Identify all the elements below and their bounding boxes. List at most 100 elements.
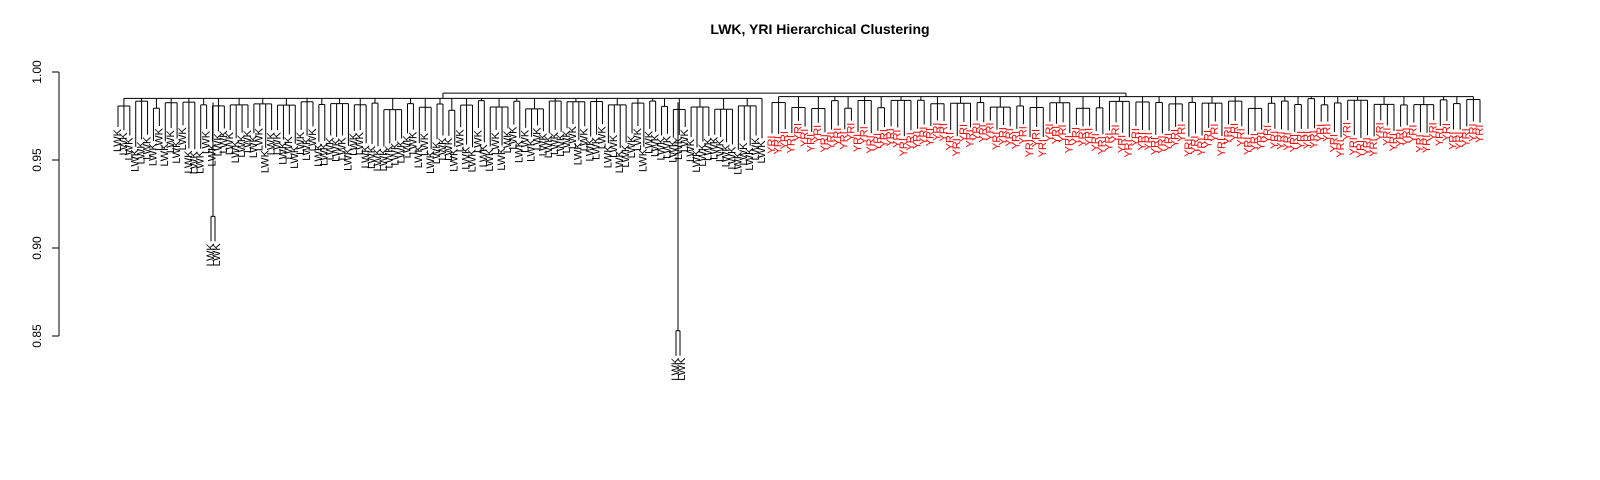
leaf-label-yri: YRI <box>1381 128 1393 146</box>
leaf-label-lwk: LWK <box>632 127 644 151</box>
leaf-label-yri: YRI <box>786 135 798 153</box>
leaf-label-lwk: LWK <box>502 130 514 154</box>
leaf-label-yri: YRI <box>898 138 910 156</box>
leaf-label-lwk: LWK <box>573 142 585 166</box>
leaf-label-lwk: LWK <box>195 150 207 174</box>
leaf-label-yri: YRI <box>1084 128 1096 146</box>
leaf-label-yri: YRI <box>1269 131 1281 149</box>
leaf-label-lwk: LWK <box>348 132 360 156</box>
leaf-label-yri: YRI <box>945 132 957 150</box>
leaf-label-yri: YRI <box>951 138 963 156</box>
leaf-label-lwk: LWK <box>715 138 727 162</box>
leaf-label-yri: YRI <box>1123 139 1135 157</box>
leaf-label-lwk: LWK <box>183 150 195 174</box>
leaf-label-yri: YRI <box>958 124 970 142</box>
leaf-label-lwk: LWK <box>136 141 148 165</box>
chart-title: LWK, YRI Hierarchical Clustering <box>710 21 929 37</box>
leaf-label-yri: YRI <box>1143 132 1155 150</box>
leaf-label-lwk: LWK <box>608 134 620 158</box>
leaf-label-yri: YRI <box>1017 126 1029 144</box>
leaf-label-lwk: LWK <box>472 129 484 153</box>
leaf-label-lwk: LWK <box>531 127 543 151</box>
leaf-label-lwk: LWK <box>171 140 183 164</box>
leaf-label-lwk: LWK <box>307 128 319 152</box>
leaf-label-yri: YRI <box>1209 124 1221 142</box>
leaf-label-lwk: LWK <box>236 134 248 158</box>
leaf-label-yri: YRI <box>1156 135 1168 153</box>
leaf-label-yri: YRI <box>1428 122 1440 140</box>
leaf-label-lwk: LWK <box>525 138 537 162</box>
leaf-label-lwk: LWK <box>697 143 709 167</box>
leaf-label-lwk: LWK <box>478 144 490 168</box>
dendrogram-tree <box>117 92 1481 356</box>
leaf-label-yri: YRI <box>931 122 943 140</box>
leaf-label-yri: YRI <box>1447 132 1459 150</box>
leaf-label-yri: YRI <box>1408 125 1420 143</box>
leaf-label-yri: YRI <box>1355 140 1367 158</box>
leaf-label-lwk: LWK <box>650 133 662 157</box>
leaf-label-yri: YRI <box>1474 125 1486 143</box>
leaf-label-yri: YRI <box>1176 124 1188 142</box>
leaf-label-yri: YRI <box>1295 131 1307 149</box>
leaf-label-yri: YRI <box>1308 130 1320 148</box>
leaf-label-yri: YRI <box>1150 137 1162 155</box>
leaf-label-lwk: LWK <box>561 130 573 154</box>
leaf-label-lwk: LWK <box>378 148 390 172</box>
leaf-label-lwk: LWK <box>384 145 396 169</box>
leaf-label-lwk: LWK <box>455 129 467 153</box>
y-tick-label: 0.85 <box>30 324 44 348</box>
leaf-label-lwk: LWK <box>655 137 667 161</box>
leaf-label-lwk: LWK <box>484 148 496 172</box>
leaf-label-yri: YRI <box>766 136 778 154</box>
outlier-leaf-label: LWK <box>676 357 688 381</box>
leaf-label-lwk: LWK <box>271 131 283 155</box>
leaf-label-yri: YRI <box>964 129 976 147</box>
leaf-label-yri: YRI <box>1322 124 1334 142</box>
leaf-label-yri: YRI <box>1467 123 1479 141</box>
leaf-label-lwk: LWK <box>212 133 224 157</box>
leaf-label-yri: YRI <box>1130 128 1142 146</box>
leaf-label-yri: YRI <box>878 129 890 147</box>
leaf-label-lwk: LWK <box>118 132 130 156</box>
outlier-leaf-label: LWK <box>211 243 223 267</box>
leaf-label-yri: YRI <box>918 127 930 145</box>
leaf-label-lwk: LWK <box>661 135 673 159</box>
leaf-label-yri: YRI <box>991 132 1003 150</box>
leaf-label-lwk: LWK <box>260 149 272 173</box>
leaf-label-yri: YRI <box>779 131 791 149</box>
leaf-label-lwk: LWK <box>443 137 455 161</box>
leaf-label-lwk: LWK <box>289 145 301 169</box>
leaf-label-yri: YRI <box>839 131 851 149</box>
leaf-label-lwk: LWK <box>283 136 295 160</box>
leaf-label-lwk: LWK <box>354 132 366 156</box>
outlier-leaf-label: LWK <box>205 243 217 267</box>
leaf-label-yri: YRI <box>1441 123 1453 141</box>
leaf-label-lwk: LWK <box>206 143 218 167</box>
leaf-label-lwk: LWK <box>336 137 348 161</box>
leaf-label-lwk: LWK <box>124 137 136 161</box>
leaf-label-lwk: LWK <box>313 143 325 167</box>
leaf-label-lwk: LWK <box>620 144 632 168</box>
leaf-label-lwk: LWK <box>301 137 313 161</box>
leaf-label-lwk: LWK <box>537 133 549 157</box>
y-axis: 1.00 0.95 0.90 0.85 <box>30 60 60 348</box>
leaf-label-yri: YRI <box>1461 128 1473 146</box>
leaf-label-yri: YRI <box>1414 134 1426 152</box>
leaf-label-yri: YRI <box>1256 132 1268 150</box>
leaf-label-yri: YRI <box>984 123 996 141</box>
leaf-label-yri: YRI <box>1242 137 1254 155</box>
leaf-label-yri: YRI <box>1236 128 1248 146</box>
leaf-label-lwk: LWK <box>543 135 555 159</box>
leaf-label-yri: YRI <box>1454 132 1466 150</box>
leaf-label-lwk: LWK <box>431 141 443 165</box>
leaf-label-lwk: LWK <box>466 149 478 173</box>
leaf-label-yri: YRI <box>938 123 950 141</box>
dendrogram-leaves: LWKLWKLWKLWKLWKLWKLWKLWKLWKLWKLWKLWKLWKL… <box>112 122 1486 381</box>
leaf-label-lwk: LWK <box>189 151 201 175</box>
leaf-label-yri: YRI <box>859 126 871 144</box>
leaf-label-lwk: LWK <box>390 142 402 166</box>
leaf-label-lwk: LWK <box>567 125 579 149</box>
leaf-label-lwk: LWK <box>360 145 372 169</box>
leaf-label-yri: YRI <box>1342 122 1354 140</box>
